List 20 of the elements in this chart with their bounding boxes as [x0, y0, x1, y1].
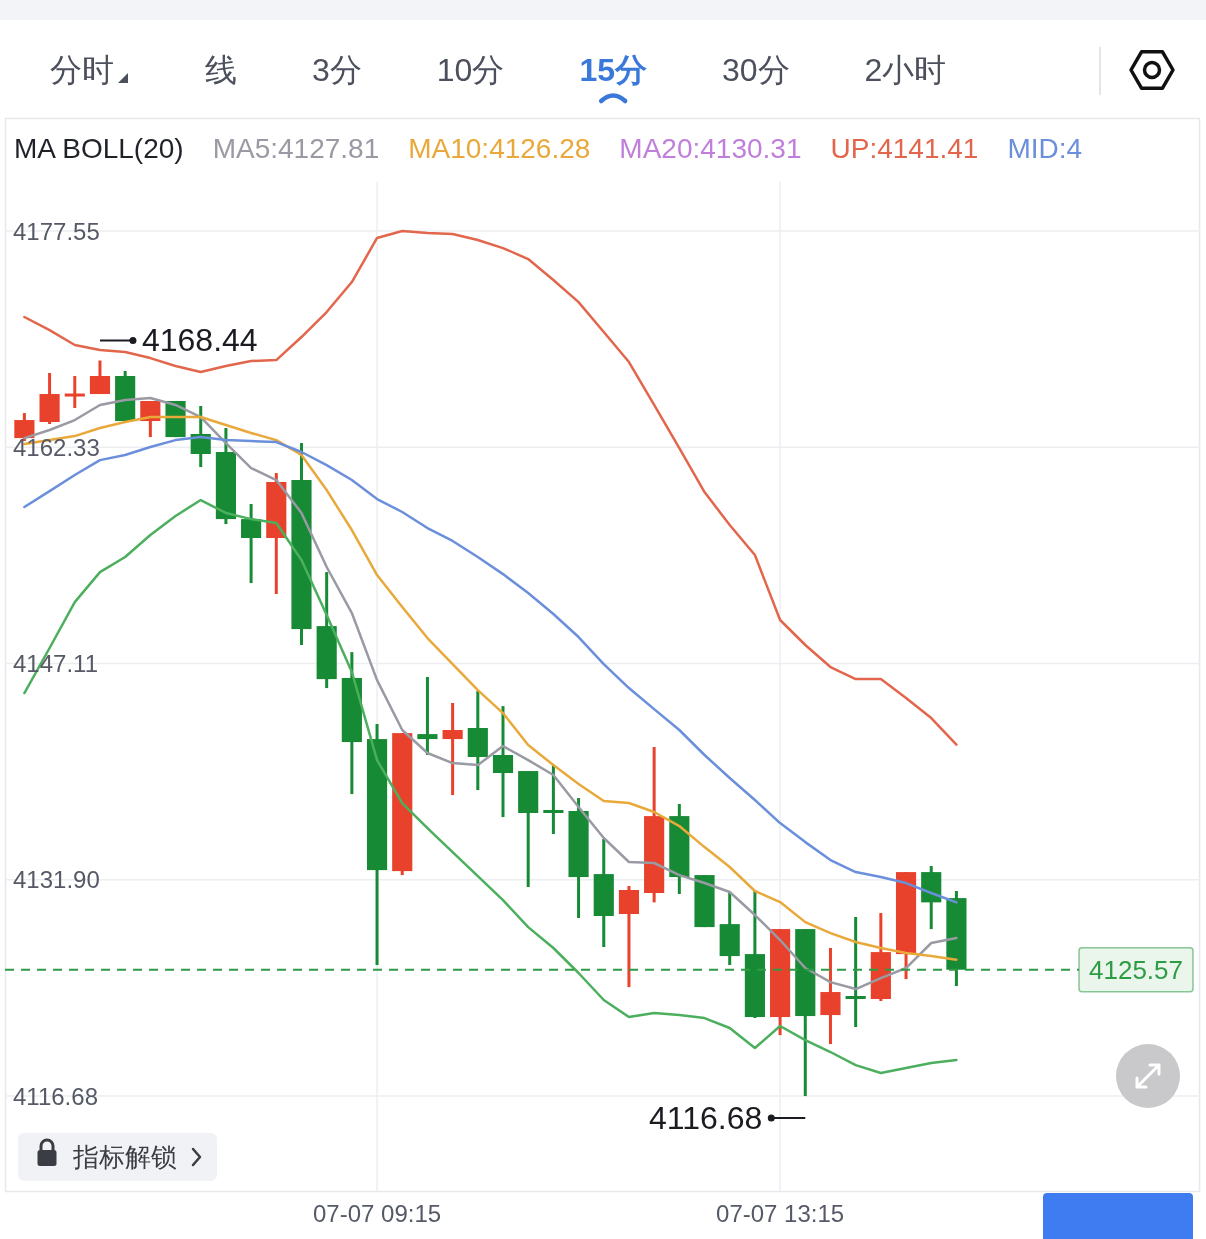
- y-tick-label: 4162.33: [13, 433, 100, 461]
- text: 分时: [50, 52, 114, 88]
- text: 15分: [579, 52, 647, 88]
- button: 指标解锁: [18, 1133, 217, 1181]
- y-tick-label: 4116.68: [13, 1082, 98, 1110]
- annotation: 指标解锁: [72, 1142, 177, 1172]
- x-tick-label: 07-07 13:15: [716, 1199, 845, 1227]
- text: 10分: [436, 52, 505, 88]
- x-tick-label: 07-07 09:15: [313, 1199, 442, 1227]
- annotation: 4116.68: [648, 1100, 763, 1137]
- ref-line-label: 4125.57: [1089, 954, 1183, 985]
- text: 30分: [721, 52, 790, 88]
- ref-line: 4125.57: [4, 947, 1194, 993]
- text: 3分: [312, 52, 362, 88]
- annotation: 4168.44: [141, 322, 258, 359]
- y-tick-label: 4131.90: [13, 866, 100, 894]
- y-tick-label: 4177.55: [13, 217, 100, 245]
- text: 2小时: [864, 52, 947, 88]
- text: 线: [205, 52, 237, 88]
- legend: MA BOLL(20) MA5:4127.81 MA10:4126.28 MA20:4130.31 UP:4141.41 MID:4: [14, 132, 1083, 164]
